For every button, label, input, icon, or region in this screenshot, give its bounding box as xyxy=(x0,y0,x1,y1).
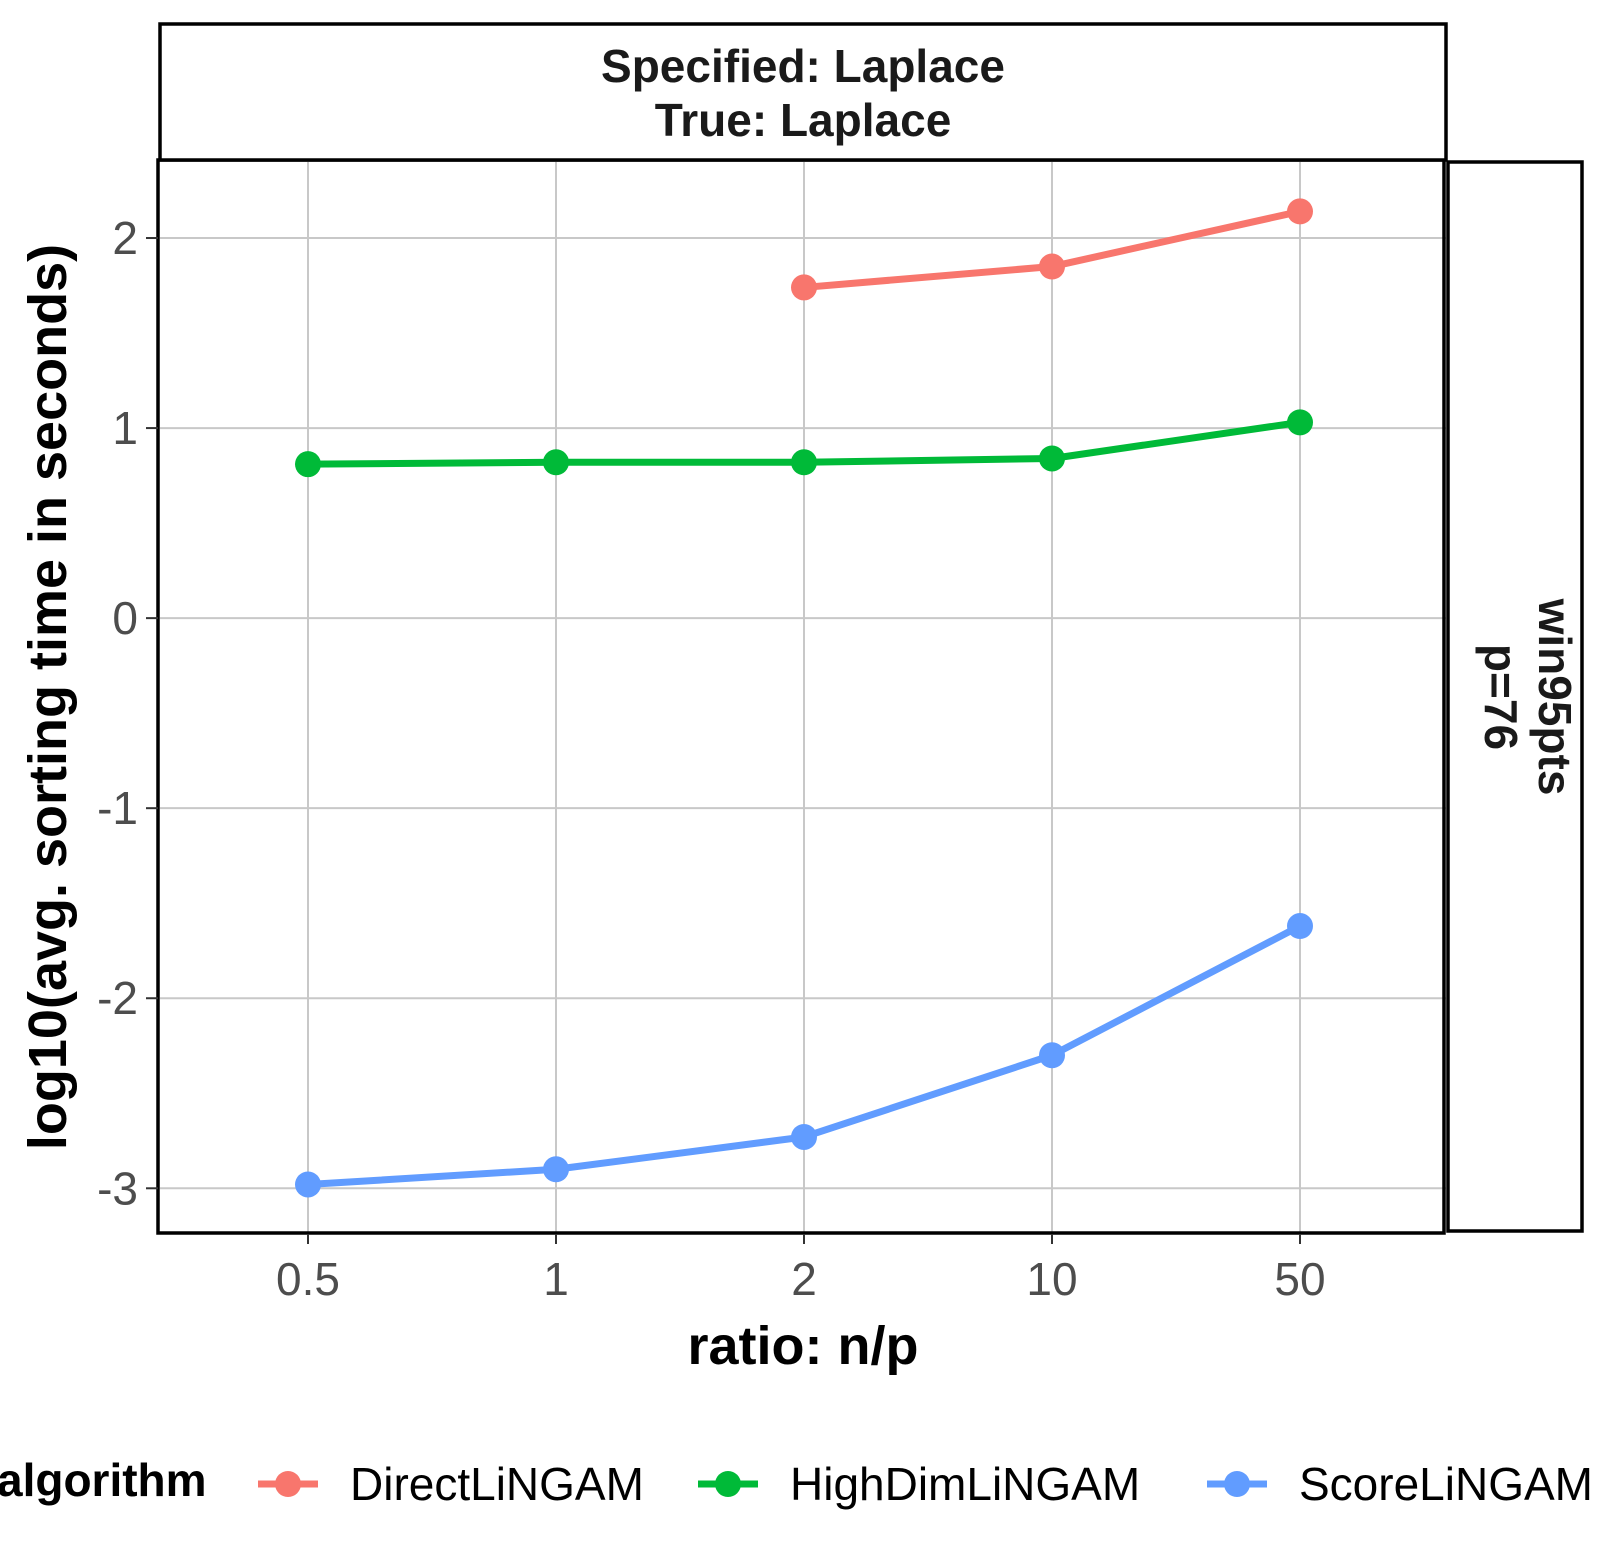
legend-item-highdimlingam: HighDimLiNGAM xyxy=(698,1458,1140,1510)
data-point-highdimlingam xyxy=(1287,409,1313,436)
facet-strip-top-line1: Specified: Laplace xyxy=(601,40,1005,92)
plot-panel-border xyxy=(156,158,1446,1235)
data-point-highdimlingam xyxy=(543,449,569,476)
x-tick-label: 1 xyxy=(543,1253,569,1305)
legend-label: DirectLiNGAM xyxy=(350,1458,644,1510)
data-point-highdimlingam xyxy=(791,449,817,476)
y-tick-label: -1 xyxy=(97,782,138,834)
x-tick-label: 10 xyxy=(1026,1253,1077,1305)
legend-key-point xyxy=(715,1471,741,1497)
y-tick-label: 1 xyxy=(112,402,138,454)
legend: algorithm DirectLiNGAM HighDimLiNGAM Score… xyxy=(0,1454,1593,1510)
legend-item-directlingam: DirectLiNGAM xyxy=(258,1458,644,1510)
legend-label: ScoreLiNGAM xyxy=(1299,1458,1593,1510)
facet-strip-top xyxy=(158,22,1448,162)
x-axis-title: ratio: n/p xyxy=(688,1316,919,1376)
grid-lines xyxy=(160,162,1446,1232)
data-point-directlingam xyxy=(1287,198,1313,225)
x-tick-label: 0.5 xyxy=(276,1253,340,1305)
data-point-scorelingam xyxy=(791,1123,817,1150)
series-directlingam xyxy=(791,198,1313,301)
x-tick-label: 2 xyxy=(791,1253,817,1305)
series-highdimlingam xyxy=(295,409,1313,478)
facet-strip-top-line2: True: Laplace xyxy=(655,94,952,146)
y-axis-title: log10(avg. sorting time in seconds) xyxy=(18,244,78,1150)
data-point-scorelingam xyxy=(295,1171,321,1198)
y-tick-label: -3 xyxy=(97,1162,138,1214)
data-point-scorelingam xyxy=(1039,1042,1065,1069)
legend-key-point xyxy=(1224,1471,1250,1497)
y-tick-label: 0 xyxy=(112,592,138,644)
series-lines xyxy=(295,198,1313,1198)
x-tick-label: 50 xyxy=(1274,1253,1325,1305)
legend-title: algorithm xyxy=(0,1454,207,1506)
facet-strip-right-line1: win95pts xyxy=(1529,598,1581,796)
facet-strip-right xyxy=(1446,160,1584,1233)
data-point-highdimlingam xyxy=(1039,445,1065,472)
data-point-scorelingam xyxy=(1287,913,1313,940)
data-point-highdimlingam xyxy=(295,451,321,478)
data-point-scorelingam xyxy=(543,1156,569,1183)
legend-item-scorelingam: ScoreLiNGAM xyxy=(1207,1458,1593,1510)
facet-strip-right-line2: p=76 xyxy=(1475,644,1527,750)
legend-key-point xyxy=(275,1471,301,1497)
y-tick-label: -2 xyxy=(97,972,138,1024)
series-scorelingam xyxy=(295,913,1313,1198)
legend-label: HighDimLiNGAM xyxy=(790,1458,1140,1510)
y-tick-label: 2 xyxy=(112,212,138,264)
data-point-directlingam xyxy=(791,274,817,301)
data-point-directlingam xyxy=(1039,253,1065,280)
